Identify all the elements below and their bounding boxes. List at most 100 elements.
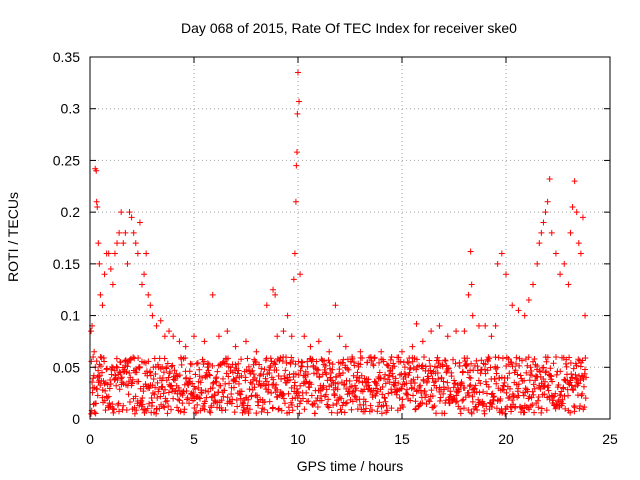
data-point (179, 400, 186, 407)
data-point (445, 365, 452, 372)
data-point (474, 407, 481, 414)
data-point (186, 368, 193, 375)
data-point (388, 353, 395, 360)
data-point (469, 393, 476, 400)
data-point (131, 410, 138, 417)
data-point (461, 405, 468, 412)
data-point (200, 403, 207, 410)
data-point (543, 368, 550, 375)
data-point (552, 405, 559, 412)
data-point (304, 371, 311, 378)
data-point (338, 395, 345, 402)
data-point (274, 386, 281, 393)
data-point (423, 401, 430, 408)
data-point (96, 361, 103, 368)
data-point (391, 363, 398, 370)
data-point (93, 167, 100, 174)
data-point (467, 248, 474, 255)
data-point (390, 360, 397, 367)
data-point (575, 380, 582, 387)
data-point (352, 394, 359, 401)
data-point (407, 397, 414, 404)
data-point (468, 360, 475, 367)
data-point (205, 361, 212, 368)
data-point (559, 400, 566, 407)
data-point (226, 380, 233, 387)
data-point (152, 370, 159, 377)
data-point (378, 410, 385, 417)
data-point (528, 372, 535, 379)
data-point (410, 392, 417, 399)
data-point (579, 214, 586, 221)
data-point (357, 348, 364, 355)
data-point (371, 354, 378, 361)
data-point (176, 338, 183, 345)
data-point (168, 363, 175, 370)
data-point (415, 403, 422, 410)
data-point (224, 355, 231, 362)
data-point (136, 219, 143, 226)
data-point (492, 322, 499, 329)
data-point (170, 395, 177, 402)
data-point (194, 360, 201, 367)
data-point (211, 392, 218, 399)
data-point (379, 391, 386, 398)
data-point (308, 381, 315, 388)
data-point (493, 370, 500, 377)
data-point (477, 380, 484, 387)
data-point (467, 367, 474, 374)
data-point (222, 407, 229, 414)
data-point (581, 404, 588, 411)
data-point (531, 409, 538, 416)
data-point (90, 353, 97, 360)
data-point (163, 365, 170, 372)
data-point (269, 404, 276, 411)
data-point (93, 198, 100, 205)
data-point (433, 410, 440, 417)
y-tick-label: 0.3 (61, 101, 81, 117)
data-point (465, 406, 472, 413)
data-point (293, 162, 300, 169)
data-point (462, 362, 469, 369)
data-point (307, 343, 314, 350)
data-point (157, 393, 164, 400)
data-point (126, 370, 133, 377)
data-point (130, 354, 137, 361)
data-point (165, 403, 172, 410)
data-point (522, 385, 529, 392)
data-point (174, 404, 181, 411)
data-point (233, 374, 240, 381)
data-point (560, 384, 567, 391)
data-point (142, 381, 149, 388)
data-point (505, 395, 512, 402)
plot-frame (89, 56, 611, 420)
data-point (515, 381, 522, 388)
data-point (409, 343, 416, 350)
data-point (316, 373, 323, 380)
data-point (529, 401, 536, 408)
data-point (115, 408, 122, 415)
data-point (543, 407, 550, 414)
data-point (200, 358, 207, 365)
data-point (93, 358, 100, 365)
data-point (301, 406, 308, 413)
data-point (266, 370, 273, 377)
data-point (119, 379, 126, 386)
data-point (572, 371, 579, 378)
data-point (201, 338, 208, 345)
data-point (546, 396, 553, 403)
data-point (380, 358, 387, 365)
data-point (571, 402, 578, 409)
data-point (143, 250, 150, 257)
data-point (506, 370, 513, 377)
data-point (177, 408, 184, 415)
data-point (527, 402, 534, 409)
data-point (342, 343, 349, 350)
data-point (540, 219, 547, 226)
data-point (448, 373, 455, 380)
data-point (292, 198, 299, 205)
data-point (531, 385, 538, 392)
data-point (399, 348, 405, 355)
data-point (295, 388, 302, 395)
data-point (398, 385, 405, 392)
